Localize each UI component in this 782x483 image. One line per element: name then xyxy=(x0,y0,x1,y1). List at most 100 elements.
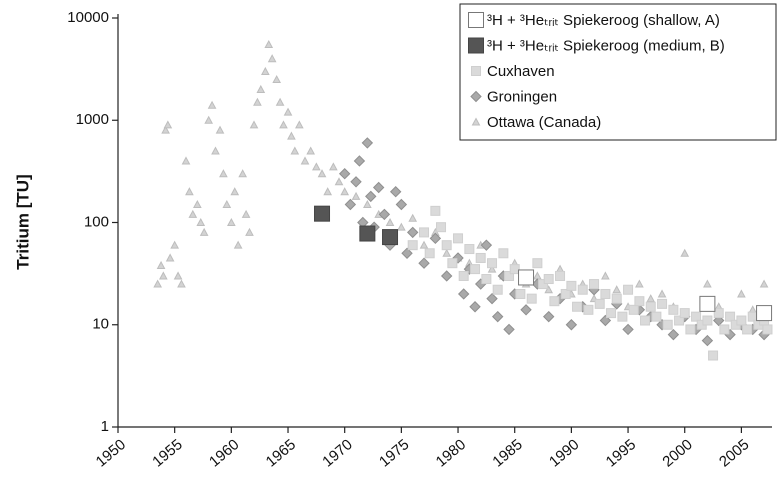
point xyxy=(323,187,333,196)
legend-box xyxy=(459,3,777,141)
point xyxy=(679,308,690,319)
point xyxy=(475,252,486,263)
point xyxy=(526,293,537,304)
point xyxy=(640,315,651,326)
point xyxy=(283,107,293,116)
legend-marker xyxy=(471,66,481,76)
point xyxy=(691,311,702,322)
point xyxy=(674,315,685,326)
y-tick-label: 1 xyxy=(101,418,109,435)
point xyxy=(241,209,251,218)
point xyxy=(555,270,566,281)
point xyxy=(560,288,571,299)
point xyxy=(215,125,225,134)
point xyxy=(211,146,220,155)
point xyxy=(617,311,628,322)
point xyxy=(457,288,470,300)
point xyxy=(219,169,228,178)
point xyxy=(267,54,277,63)
point xyxy=(256,84,266,93)
point xyxy=(742,324,753,335)
point xyxy=(338,168,351,180)
point xyxy=(163,120,173,129)
point xyxy=(153,279,163,288)
point xyxy=(447,258,458,269)
point xyxy=(314,205,331,222)
point xyxy=(406,226,419,239)
point xyxy=(635,279,644,288)
point xyxy=(199,227,209,236)
point xyxy=(419,227,430,238)
x-tick-label: 1985 xyxy=(489,436,525,470)
point xyxy=(566,280,577,291)
x-tick-label: 1970 xyxy=(319,436,355,470)
point xyxy=(685,324,696,335)
point xyxy=(572,301,583,312)
point xyxy=(611,293,622,304)
point xyxy=(389,186,402,198)
y-tick-label: 10000 xyxy=(67,9,109,26)
point xyxy=(668,304,679,315)
legend-label: Groningen xyxy=(487,88,557,105)
point xyxy=(196,217,206,226)
point xyxy=(418,257,430,269)
point xyxy=(440,270,453,282)
point xyxy=(230,187,240,196)
point xyxy=(363,199,372,208)
y-tick-label: 1000 xyxy=(76,111,109,128)
point xyxy=(544,285,554,294)
point xyxy=(407,240,418,251)
point xyxy=(657,289,667,298)
point xyxy=(543,310,555,323)
point xyxy=(498,248,509,259)
point xyxy=(725,311,736,322)
point xyxy=(736,315,747,326)
point xyxy=(737,289,746,298)
point xyxy=(538,279,549,290)
point xyxy=(680,248,690,257)
point xyxy=(193,199,202,208)
point xyxy=(487,264,497,273)
x-tick-label: 1950 xyxy=(93,436,129,470)
point xyxy=(359,225,376,242)
y-tick-label: 100 xyxy=(84,213,109,230)
point xyxy=(520,304,532,316)
x-tick-label: 1965 xyxy=(263,436,299,470)
point xyxy=(589,279,600,290)
point xyxy=(275,97,285,106)
point xyxy=(756,305,773,322)
legend-marker xyxy=(468,37,484,54)
point xyxy=(264,39,274,49)
point xyxy=(600,288,611,299)
point xyxy=(290,146,300,155)
x-tick-label: 1995 xyxy=(603,436,639,470)
point xyxy=(759,279,769,288)
point xyxy=(395,198,408,211)
point xyxy=(491,310,504,323)
point xyxy=(533,271,542,280)
point xyxy=(719,324,730,335)
legend-label: Ottawa (Canada) xyxy=(487,114,601,131)
point xyxy=(453,233,464,244)
point xyxy=(173,271,183,280)
point xyxy=(504,270,515,281)
point xyxy=(442,248,452,257)
point xyxy=(344,198,357,211)
point xyxy=(249,120,259,129)
point xyxy=(204,115,214,124)
point xyxy=(430,205,441,216)
point xyxy=(351,191,361,200)
point xyxy=(623,284,634,295)
point xyxy=(227,217,236,226)
point xyxy=(543,274,554,285)
point xyxy=(279,120,288,129)
point xyxy=(233,240,243,249)
point xyxy=(378,208,391,221)
point xyxy=(699,295,716,312)
point xyxy=(646,294,656,303)
point xyxy=(181,156,191,165)
point xyxy=(667,328,680,341)
legend-marker xyxy=(468,12,484,28)
point xyxy=(317,169,327,178)
legend-marker xyxy=(470,90,482,103)
